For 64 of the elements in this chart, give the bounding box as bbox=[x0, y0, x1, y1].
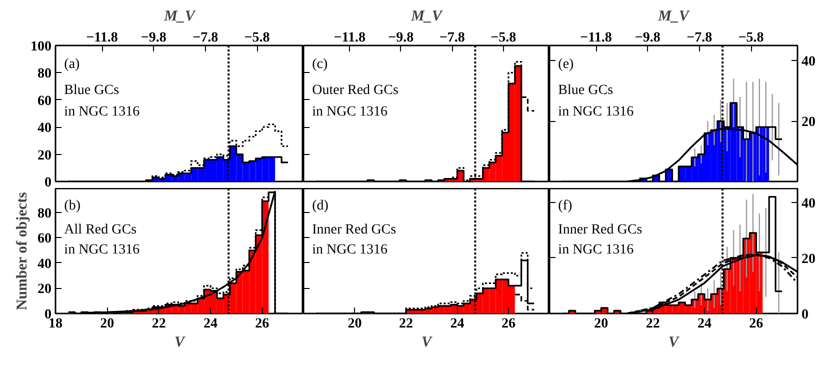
x2-tick-label: −11.8 bbox=[580, 30, 612, 46]
x2-tick-label: −7.8 bbox=[686, 30, 712, 46]
x-tick-label: 20 bbox=[100, 316, 114, 332]
annotation: Inner Red GCs bbox=[558, 222, 642, 238]
x2-axis-title: M_V bbox=[410, 8, 444, 24]
x-axis-title: V bbox=[668, 334, 680, 350]
x2-axis-title: M_V bbox=[163, 8, 197, 24]
x-tick-label: 22 bbox=[646, 316, 660, 332]
y-tick-label: 60 bbox=[38, 94, 52, 109]
y-tick-label: 60 bbox=[38, 232, 52, 247]
y-tick-label: 40 bbox=[38, 121, 52, 136]
annotation: Outer Red GCs bbox=[312, 82, 398, 98]
x-tick-label: 24 bbox=[450, 316, 464, 332]
annotation: in NGC 1316 bbox=[558, 242, 634, 258]
x2-tick-label: −9.8 bbox=[388, 30, 414, 46]
x-tick-label: 20 bbox=[594, 316, 608, 332]
y-tick-label: 20 bbox=[38, 148, 52, 164]
annotation: in NGC 1316 bbox=[312, 104, 388, 120]
y-tick-label: 20 bbox=[38, 282, 52, 298]
y2-tick-label: 20 bbox=[802, 115, 816, 130]
x-axis-title: V bbox=[174, 334, 186, 350]
y-tick-label: 80 bbox=[38, 66, 52, 82]
annotation: in NGC 1316 bbox=[64, 242, 140, 258]
annotation: in NGC 1316 bbox=[64, 104, 140, 120]
annotation: (d) bbox=[312, 198, 329, 214]
x-tick-label: 20 bbox=[348, 316, 362, 332]
annotation: (c) bbox=[312, 57, 328, 72]
x-tick-label: 22 bbox=[399, 316, 413, 332]
annotation: (e) bbox=[558, 57, 574, 72]
x2-tick-label: −5.8 bbox=[490, 30, 516, 46]
x2-tick-label: −11.8 bbox=[334, 30, 366, 46]
annotation: in NGC 1316 bbox=[312, 242, 388, 258]
x2-axis-title: M_V bbox=[657, 8, 691, 24]
x2-tick-label: −9.8 bbox=[634, 30, 660, 46]
x2-tick-label: −11.8 bbox=[86, 30, 118, 46]
x-tick-label: 24 bbox=[204, 316, 218, 332]
x-axis-title: V bbox=[422, 334, 434, 350]
y-tick-label: 0 bbox=[44, 176, 52, 190]
x2-tick-label: −9.8 bbox=[140, 30, 166, 46]
x2-tick-label: −7.8 bbox=[192, 30, 218, 46]
x-tick-label: 24 bbox=[698, 316, 712, 332]
annotation: in NGC 1316 bbox=[558, 104, 634, 120]
x2-tick-label: −5.8 bbox=[244, 30, 270, 46]
annotation: (f) bbox=[558, 198, 573, 214]
y2-tick-label: 0 bbox=[802, 308, 808, 322]
y2-tick-label: 20 bbox=[802, 252, 816, 267]
y2-tick-label: 40 bbox=[802, 54, 816, 70]
y-tick-label: 100 bbox=[30, 40, 52, 54]
annotation: Blue GCs bbox=[558, 82, 614, 98]
x-tick-label: 22 bbox=[152, 316, 166, 332]
y-tick-label: 40 bbox=[38, 256, 52, 272]
y-tick-label: 80 bbox=[38, 206, 52, 222]
x-tick-label: 26 bbox=[749, 316, 764, 332]
x-tick-label: 26 bbox=[502, 316, 516, 332]
x2-tick-label: −5.8 bbox=[738, 30, 764, 46]
y-axis-title: Number of objects bbox=[14, 192, 30, 310]
y2-tick-label: 40 bbox=[802, 196, 816, 212]
annotation: All Red GCs bbox=[64, 222, 137, 238]
x2-tick-label: −7.8 bbox=[439, 30, 465, 46]
annotation: (b) bbox=[64, 198, 81, 214]
x-tick-label: 26 bbox=[255, 316, 270, 332]
annotation: Inner Red GCs bbox=[312, 222, 396, 238]
annotation: (a) bbox=[64, 57, 80, 72]
annotation: Blue GCs bbox=[64, 82, 120, 98]
